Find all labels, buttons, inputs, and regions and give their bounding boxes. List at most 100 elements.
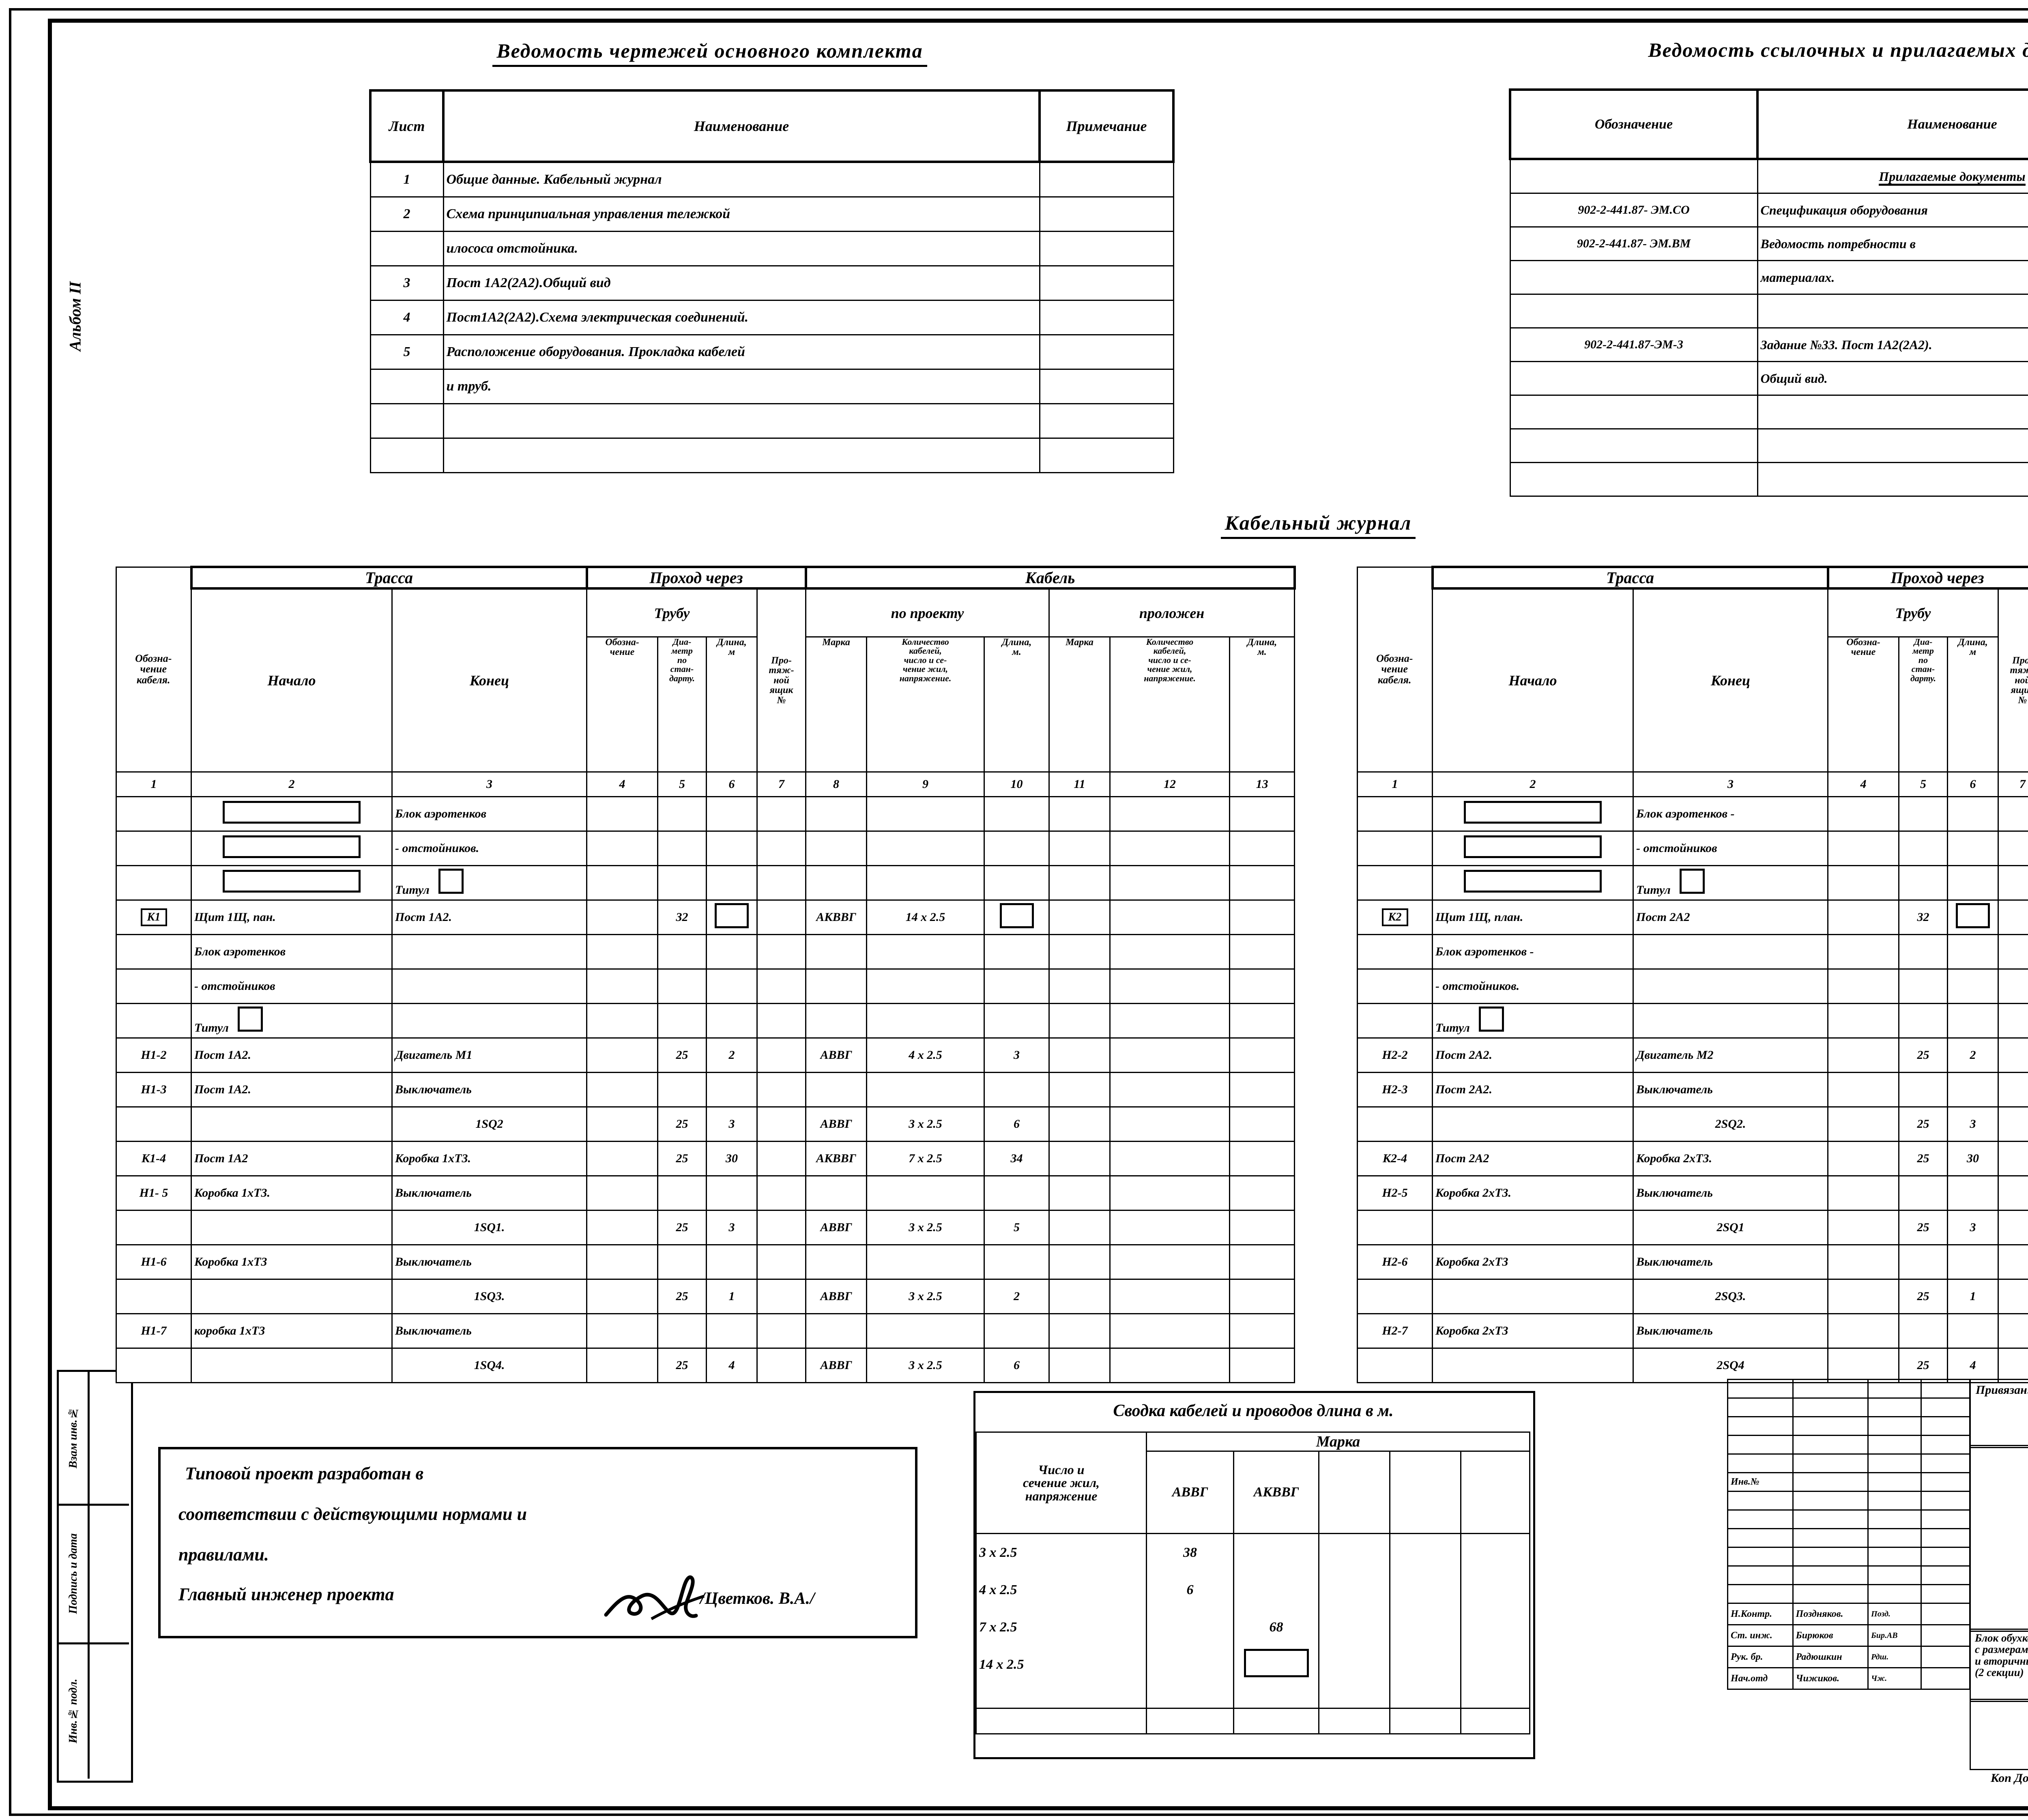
row-doc-code bbox=[1509, 260, 1758, 295]
row-drawing-name: Общие данные. Кабельный журнал bbox=[443, 161, 1040, 197]
cell-length-laid bbox=[1229, 831, 1295, 866]
cell-pipe-length bbox=[706, 1072, 758, 1107]
table-row: Общий вид. bbox=[1509, 361, 2028, 396]
cell-qty-laid bbox=[1109, 1210, 1231, 1245]
summary-value-2-3 bbox=[1389, 1609, 1461, 1646]
cell-qty-laid bbox=[1109, 1175, 1231, 1211]
revision-cell-2 bbox=[1867, 1584, 1922, 1604]
empty-value-box bbox=[1464, 835, 1602, 858]
cell-cable-designation bbox=[1357, 1106, 1433, 1142]
cell-cable-designation: К1 bbox=[116, 899, 192, 935]
cell-qty-project bbox=[866, 1244, 985, 1280]
summary-brand-row: АВВГ АКВВГ bbox=[976, 1451, 1531, 1534]
table-row bbox=[370, 438, 1174, 473]
table-row: Титул bbox=[1357, 865, 2028, 901]
cell-pipe-diameter: 25 bbox=[1898, 1037, 1949, 1073]
revision-cell-1 bbox=[1792, 1565, 1869, 1585]
cell-cable-designation: К1-4 bbox=[116, 1141, 192, 1176]
signer-name-0: Поздняков. bbox=[1792, 1603, 1869, 1625]
cell-brand-laid bbox=[1048, 1141, 1111, 1176]
summary-row: 4 х 2.5 6 bbox=[975, 1571, 1531, 1609]
cell-pipe-length bbox=[706, 865, 758, 901]
cell-brand-project bbox=[805, 796, 868, 832]
summary-blank-0-0 bbox=[975, 1683, 1147, 1709]
summary-value-0-2 bbox=[1318, 1533, 1390, 1571]
revision-row-blank bbox=[1727, 1509, 1971, 1529]
revision-row-blank bbox=[1727, 1491, 1971, 1511]
cell-length-project bbox=[984, 831, 1050, 866]
cell-cable-designation bbox=[1357, 1348, 1433, 1383]
cell-brand-laid bbox=[1048, 1003, 1111, 1039]
cell-route-end bbox=[1632, 934, 1829, 970]
drawings-list-table: Лист Наименование Примечание 1 Общие данные.… bbox=[369, 89, 1175, 473]
cell-cable-designation bbox=[116, 1003, 192, 1039]
revision-cell-1 bbox=[1792, 1453, 1869, 1473]
table-row: Н1-6 Коробка 1хТ3 Выключатель bbox=[116, 1244, 1295, 1280]
cell-brand-laid bbox=[1048, 865, 1111, 901]
cell-pipe-diameter bbox=[1898, 865, 1949, 901]
cell-pipe-length bbox=[1947, 899, 1999, 935]
cell-pipe-designation bbox=[1827, 865, 1900, 901]
summary-value-0-3 bbox=[1389, 1533, 1461, 1571]
cell-length-project bbox=[984, 1072, 1050, 1107]
cell-brand-project bbox=[805, 1003, 868, 1039]
cell-pipe-designation bbox=[1827, 1037, 1900, 1073]
row-sheet-number: 1 bbox=[370, 161, 444, 197]
revision-grid: Инв.№ Н.Контр. Поздняков. Позд. Ст. инж. Бирю… bbox=[1727, 1379, 1971, 1690]
table-row: материалах. bbox=[1509, 260, 2028, 295]
table-row: 2 Схема принципиальная управления тележко… bbox=[370, 196, 1174, 232]
row-note bbox=[1039, 265, 1174, 301]
table-row: 1SQ3. 25 1 АВВГ 3 x 2.5 2 bbox=[116, 1279, 1295, 1314]
cable-journal-title: Кабельный журнал bbox=[1095, 510, 1541, 539]
column-number-4: 4 bbox=[586, 771, 659, 797]
summary-spec-3: 14 х 2.5 bbox=[975, 1646, 1147, 1683]
cell-pull-box bbox=[756, 1348, 807, 1383]
row-doc-name: Ведомость потребности в bbox=[1757, 226, 2028, 261]
signer-signature-1: Бир.АВ bbox=[1867, 1624, 1922, 1647]
revision-cell-0 bbox=[1727, 1509, 1794, 1529]
signer-row: Ст. инж. Бирюков Бир.АВ bbox=[1727, 1624, 1971, 1647]
note-line-2: соответствии с действующими нормами и bbox=[178, 1504, 527, 1524]
cell-pipe-diameter bbox=[657, 865, 707, 901]
cell-qty-laid bbox=[1109, 934, 1231, 970]
cell-pipe-diameter: 25 bbox=[657, 1279, 707, 1314]
header-group-cable: Кабель bbox=[804, 566, 1296, 590]
album-label: Альбом II bbox=[66, 281, 84, 351]
summary-value-1-2 bbox=[1318, 1571, 1390, 1609]
empty-value-box bbox=[1478, 1007, 1504, 1032]
table-row: Н2-3 Пост 2А2. Выключатель bbox=[1357, 1072, 2028, 1107]
cell-pipe-length: 3 bbox=[1947, 1210, 1999, 1245]
cell-pipe-designation bbox=[586, 796, 659, 832]
cable-summary-table: Число и сечение жил, напряжение Марка АВВГ АК… bbox=[975, 1432, 1531, 1734]
revision-cell-0: Инв.№ bbox=[1727, 1472, 1794, 1492]
revision-row-blank bbox=[1727, 1379, 1971, 1399]
cell-route-start: Пост 2А2. bbox=[1432, 1072, 1634, 1107]
cell-pipe-diameter bbox=[657, 968, 707, 1004]
cell-route-start bbox=[1432, 1106, 1634, 1142]
cell-route-end: Выключатель bbox=[1632, 1313, 1829, 1349]
table-row: 1SQ2 25 3 АВВГ 3 x 2.5 6 bbox=[116, 1106, 1295, 1142]
cell-pull-box bbox=[1998, 1348, 2028, 1383]
cell-pipe-designation bbox=[1827, 1348, 1900, 1383]
cell-length-laid bbox=[1229, 1279, 1295, 1314]
cell-brand-laid bbox=[1048, 1313, 1111, 1349]
summary-blank-0-2 bbox=[1233, 1683, 1319, 1709]
summary-blank-1-5 bbox=[1460, 1708, 1531, 1734]
revision-cell-1 bbox=[1792, 1547, 1869, 1567]
cell-pipe-diameter bbox=[657, 796, 707, 832]
revision-row-blank bbox=[1727, 1453, 1971, 1473]
cell-pipe-length bbox=[706, 899, 758, 935]
header-group-route: Трасса bbox=[1431, 566, 1829, 590]
cell-length-project bbox=[984, 1175, 1050, 1211]
cell-pipe-designation bbox=[586, 968, 659, 1004]
cell-brand-laid bbox=[1048, 899, 1111, 935]
row-note bbox=[1039, 369, 1174, 404]
cell-qty-project: 7 x 2.5 bbox=[866, 1141, 985, 1176]
cell-pull-box bbox=[756, 968, 807, 1004]
header-pipe-length: Длина, м bbox=[1947, 636, 1999, 773]
cell-route-end: Титул bbox=[391, 865, 588, 901]
cell-qty-laid bbox=[1109, 968, 1231, 1004]
